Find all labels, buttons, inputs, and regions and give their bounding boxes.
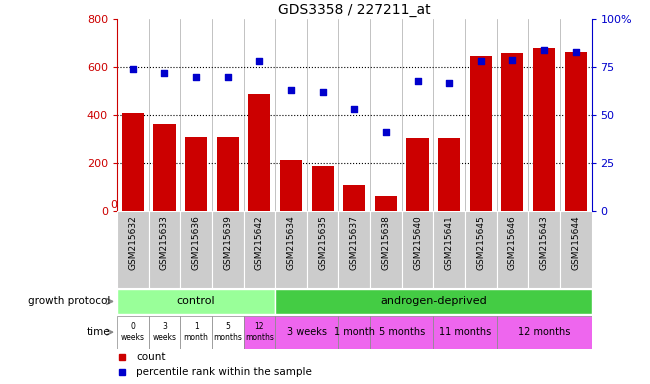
Point — [539, 47, 549, 53]
Bar — [248, 94, 270, 211]
FancyBboxPatch shape — [370, 211, 402, 288]
Text: GSM215639: GSM215639 — [223, 215, 232, 270]
FancyBboxPatch shape — [117, 290, 275, 313]
Title: GDS3358 / 227211_at: GDS3358 / 227211_at — [278, 3, 430, 17]
FancyBboxPatch shape — [212, 316, 244, 349]
Point — [254, 58, 265, 65]
Text: 5
months: 5 months — [213, 323, 242, 342]
Point — [317, 89, 328, 95]
Text: GSM215645: GSM215645 — [476, 215, 486, 270]
FancyBboxPatch shape — [339, 211, 370, 288]
FancyBboxPatch shape — [275, 211, 307, 288]
Text: percentile rank within the sample: percentile rank within the sample — [136, 367, 312, 377]
Text: time: time — [87, 327, 111, 337]
Point — [571, 49, 581, 55]
Text: GSM215633: GSM215633 — [160, 215, 169, 270]
Point — [191, 74, 202, 80]
FancyBboxPatch shape — [339, 316, 370, 349]
Text: 3 weeks: 3 weeks — [287, 327, 327, 337]
FancyBboxPatch shape — [244, 211, 275, 288]
Point — [444, 79, 454, 86]
FancyBboxPatch shape — [497, 316, 592, 349]
Text: 12 months: 12 months — [518, 327, 570, 337]
Point — [476, 58, 486, 65]
FancyBboxPatch shape — [434, 211, 465, 288]
FancyBboxPatch shape — [180, 211, 212, 288]
Point — [286, 87, 296, 93]
Text: GSM215642: GSM215642 — [255, 215, 264, 270]
Text: androgen-deprived: androgen-deprived — [380, 296, 487, 306]
FancyBboxPatch shape — [402, 211, 434, 288]
FancyBboxPatch shape — [434, 316, 497, 349]
FancyBboxPatch shape — [307, 211, 339, 288]
Text: 0: 0 — [110, 200, 117, 210]
Text: control: control — [177, 296, 215, 306]
Bar — [280, 160, 302, 211]
Bar — [311, 166, 333, 211]
Bar — [533, 48, 555, 211]
Point — [159, 70, 170, 76]
Text: GSM215646: GSM215646 — [508, 215, 517, 270]
FancyBboxPatch shape — [275, 316, 339, 349]
FancyBboxPatch shape — [497, 211, 528, 288]
Text: GSM215643: GSM215643 — [540, 215, 549, 270]
FancyBboxPatch shape — [465, 211, 497, 288]
Text: 12
months: 12 months — [245, 323, 274, 342]
Bar — [343, 185, 365, 211]
FancyBboxPatch shape — [370, 316, 434, 349]
Bar — [438, 138, 460, 211]
Bar — [122, 113, 144, 211]
Bar — [470, 56, 492, 211]
Bar — [216, 137, 239, 211]
Text: 3
weeks: 3 weeks — [153, 323, 176, 342]
FancyBboxPatch shape — [149, 316, 180, 349]
FancyBboxPatch shape — [275, 290, 592, 313]
Bar — [153, 124, 176, 211]
FancyBboxPatch shape — [244, 316, 275, 349]
Text: GSM215636: GSM215636 — [192, 215, 201, 270]
FancyBboxPatch shape — [117, 211, 149, 288]
Text: GSM215635: GSM215635 — [318, 215, 327, 270]
Text: count: count — [136, 352, 166, 362]
Bar — [406, 138, 428, 211]
Text: GSM215641: GSM215641 — [445, 215, 454, 270]
Point — [127, 66, 138, 72]
Bar — [375, 195, 397, 211]
Bar — [185, 137, 207, 211]
Text: GSM215634: GSM215634 — [287, 215, 296, 270]
Text: GSM215632: GSM215632 — [128, 215, 137, 270]
Point — [507, 56, 517, 63]
Point — [349, 106, 359, 113]
FancyBboxPatch shape — [560, 211, 592, 288]
Text: 0
weeks: 0 weeks — [121, 323, 145, 342]
Text: GSM215638: GSM215638 — [382, 215, 391, 270]
FancyBboxPatch shape — [212, 211, 244, 288]
Text: 1
month: 1 month — [184, 323, 209, 342]
FancyBboxPatch shape — [149, 211, 180, 288]
FancyBboxPatch shape — [117, 316, 149, 349]
Text: growth protocol: growth protocol — [28, 296, 110, 306]
Bar — [565, 51, 587, 211]
Text: GSM215644: GSM215644 — [571, 215, 580, 270]
Text: 1 month: 1 month — [333, 327, 375, 337]
Point — [412, 78, 423, 84]
Bar — [501, 53, 523, 211]
Point — [222, 74, 233, 80]
Text: 5 months: 5 months — [378, 327, 425, 337]
Text: GSM215640: GSM215640 — [413, 215, 422, 270]
Point — [381, 129, 391, 136]
FancyBboxPatch shape — [180, 316, 212, 349]
Text: 11 months: 11 months — [439, 327, 491, 337]
FancyBboxPatch shape — [528, 211, 560, 288]
Text: GSM215637: GSM215637 — [350, 215, 359, 270]
